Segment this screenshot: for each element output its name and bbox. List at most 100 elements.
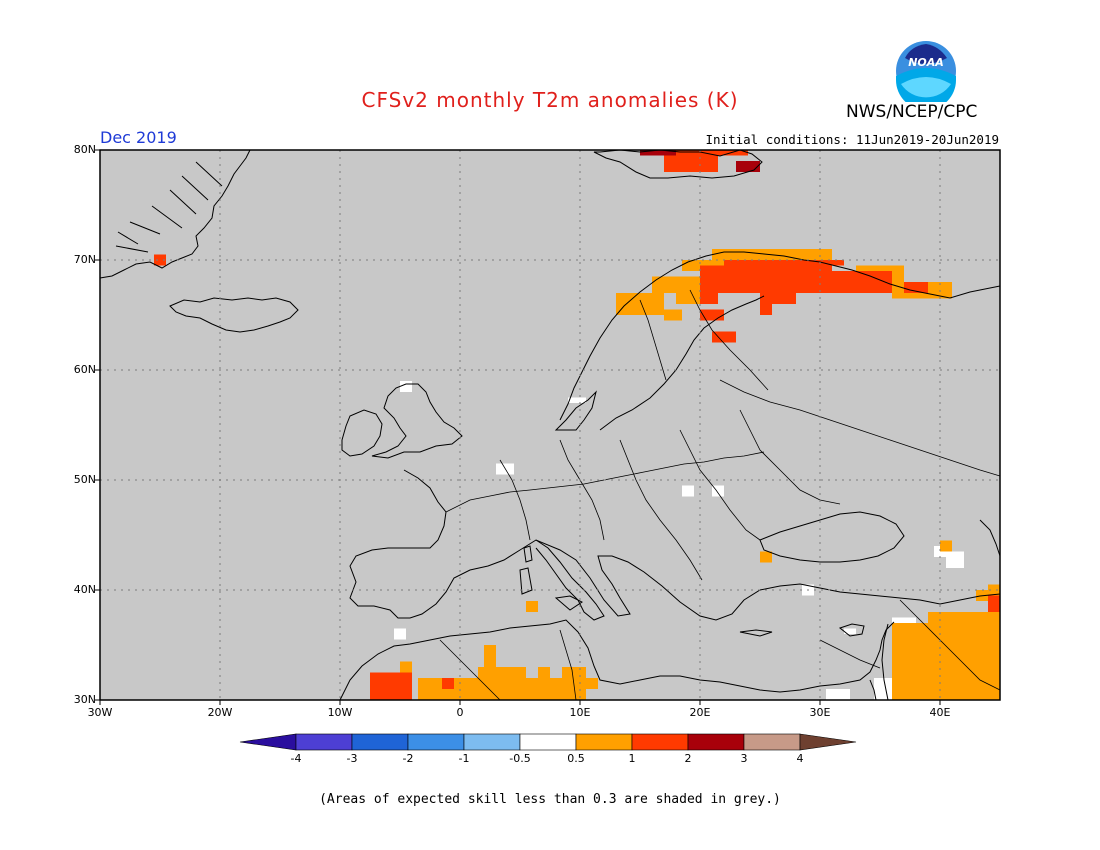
anomaly-cell <box>760 293 796 304</box>
organization-label: NWS/NCEP/CPC <box>846 102 978 122</box>
europe-coast <box>349 469 1001 621</box>
anomaly-cell <box>568 397 586 403</box>
colorbar-segment <box>743 733 801 751</box>
lon-label-20w: 20W <box>207 706 233 719</box>
black-sea-coast <box>759 511 905 563</box>
colorbar-segment <box>407 733 465 751</box>
denmark-coast <box>554 390 597 431</box>
logo-text: NOAA <box>908 56 944 69</box>
colorbar-label: -2 <box>402 752 414 765</box>
anomaly-cell <box>652 276 700 293</box>
greenland-coast <box>99 149 251 279</box>
anomaly-cell <box>478 667 526 678</box>
baltic-coast <box>599 295 765 431</box>
lon-label-10e: 10E <box>569 706 591 719</box>
anomaly-cell <box>832 271 892 293</box>
colorbar-label: 4 <box>796 752 804 765</box>
anomaly-cell <box>892 623 910 640</box>
anomaly-cell <box>736 161 760 172</box>
anomaly-cell <box>616 293 664 315</box>
anomaly-cell <box>394 628 406 640</box>
anomaly-cell <box>526 601 538 612</box>
colorbar-segment <box>351 733 409 751</box>
map-title: CFSv2 monthly T2m anomalies (K) <box>361 88 739 112</box>
anomaly-cell <box>940 540 952 552</box>
lon-label-10w: 10W <box>327 706 353 719</box>
anomaly-cell <box>988 601 1000 612</box>
colorbar-segment <box>295 733 353 751</box>
anomaly-cell <box>400 661 412 673</box>
colorbar-label: -1 <box>458 752 470 765</box>
lat-label-70n: 70N <box>73 253 96 266</box>
anomaly-cell <box>700 293 718 304</box>
italy-coast <box>535 539 605 621</box>
colorbar-label: 3 <box>740 752 748 765</box>
colorbar-segment <box>687 733 745 751</box>
ireland-coast <box>341 409 383 457</box>
anomaly-cell <box>952 667 1000 700</box>
svalbard-coast <box>593 149 763 179</box>
anomaly-cell <box>418 678 562 700</box>
lon-label-20e: 20E <box>689 706 711 719</box>
lat-label-40n: 40N <box>73 583 96 596</box>
anomaly-cell <box>760 551 772 563</box>
map-frame <box>99 149 1001 701</box>
anomaly-cell <box>712 331 736 343</box>
anomaly-cell <box>700 265 832 293</box>
anomaly-cell <box>664 150 718 172</box>
initial-conditions: Initial conditions: 11Jun2019-20Jun2019 <box>705 132 1000 147</box>
britain-coast <box>371 383 463 459</box>
colorbar-segment <box>519 733 577 751</box>
colorbar-label: 2 <box>684 752 692 765</box>
anomaly-cell <box>826 689 850 700</box>
colorbar-label: -0.5 <box>509 752 531 765</box>
colorbar-label: 1 <box>628 752 636 765</box>
colorbar-segment <box>631 733 689 751</box>
anomaly-cell <box>724 260 844 266</box>
noaa-logo: NOAA <box>895 40 957 110</box>
forecast-month: Dec 2019 <box>100 128 177 147</box>
lat-label-60n: 60N <box>73 363 96 376</box>
lat-label-50n: 50N <box>73 473 96 486</box>
caspian-coast <box>979 519 1001 557</box>
anomaly-cell <box>760 304 772 315</box>
anomaly-cell <box>400 381 412 392</box>
colorbar <box>239 733 857 751</box>
lat-label-80n: 80N <box>73 143 96 156</box>
anomaly-cell <box>154 254 166 266</box>
lat-label-30n: 30N <box>73 693 96 706</box>
anomaly-cell <box>844 628 856 634</box>
lon-label-30w: 30W <box>87 706 113 719</box>
colorbar-label: -4 <box>290 752 302 765</box>
lon-label-30e: 30E <box>809 706 831 719</box>
anomaly-cell <box>712 485 724 497</box>
anomaly-cell <box>700 309 724 321</box>
anomaly-cell <box>904 282 928 293</box>
map-background <box>100 150 1000 700</box>
lon-label-40e: 40E <box>929 706 951 719</box>
anomaly-cell <box>442 678 454 689</box>
anomaly-cell <box>718 150 748 156</box>
colorbar-label: -3 <box>346 752 358 765</box>
anomaly-cell <box>682 485 694 497</box>
cyprus-coast <box>838 623 865 637</box>
anomaly-cell <box>484 645 496 667</box>
lon-label-0: 0 <box>456 706 464 719</box>
colorbar-min-arrow <box>239 733 297 751</box>
scandinavia-coast <box>559 251 1001 421</box>
colorbar-segment <box>575 733 633 751</box>
anomaly-cell <box>664 309 682 321</box>
anomaly-cell <box>586 678 598 689</box>
colorbar-max-arrow <box>799 733 857 751</box>
skill-footnote: (Areas of expected skill less than 0.3 a… <box>319 792 781 807</box>
africa-coast <box>339 619 895 701</box>
anomaly-cell <box>538 667 550 678</box>
coastlines <box>99 149 1001 701</box>
anomaly-cell <box>370 672 412 700</box>
anomaly-cell <box>640 150 676 156</box>
axis-ticks <box>95 149 941 705</box>
colorbar-segment <box>463 733 521 751</box>
graticule <box>100 150 1000 700</box>
colorbar-label: 0.5 <box>567 752 585 765</box>
